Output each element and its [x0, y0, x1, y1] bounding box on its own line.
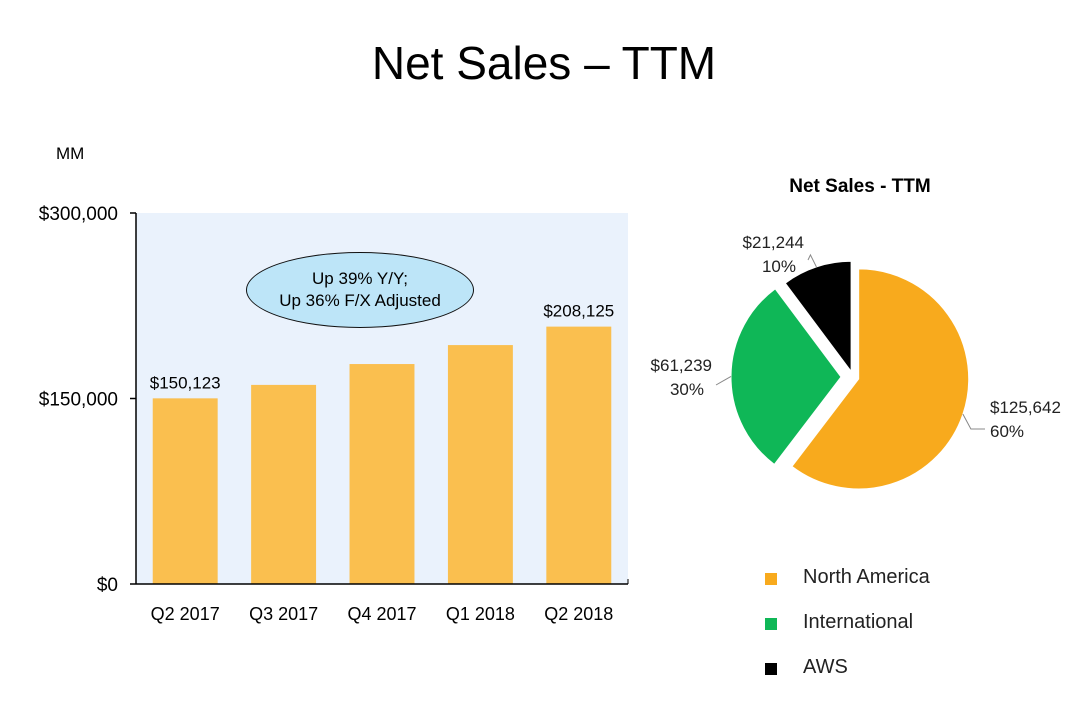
bar-q4-2017	[349, 364, 415, 584]
x-tick-label: Q2 2018	[544, 604, 613, 624]
pie-percent-label-international: 30%	[670, 380, 704, 399]
pie-percent-label-north-america: 60%	[990, 422, 1024, 441]
pie-chart-title: Net Sales - TTM	[789, 176, 931, 197]
callout-line-1: Up 39% Y/Y;	[312, 269, 408, 288]
legend-swatch-north-america	[765, 573, 777, 585]
legend-label-aws: AWS	[803, 656, 848, 678]
bar-q2-2018	[546, 326, 612, 584]
page-title: Net Sales – TTM	[371, 37, 717, 89]
bar-data-label: $150,123	[150, 373, 221, 392]
pie-leader-line-international	[715, 375, 732, 386]
y-tick-label: $0	[97, 575, 118, 596]
bar-q2-2017	[152, 398, 218, 584]
legend-swatch-aws	[765, 663, 777, 675]
pie-value-label-international: $61,239	[651, 356, 712, 375]
legend-label-north-america: North America	[803, 566, 930, 588]
y-axis-unit-label: MM	[56, 144, 85, 163]
pie-leader-line-north-america	[962, 413, 985, 430]
bar-q3-2017	[251, 384, 317, 584]
growth-callout: Up 39% Y/Y; Up 36% F/X Adjusted	[246, 252, 474, 328]
legend-swatch-international	[765, 618, 777, 630]
x-tick-label: Q2 2017	[151, 604, 220, 624]
x-tick-label: Q4 2017	[347, 604, 416, 624]
bar-q1-2018	[447, 345, 513, 584]
pie-percent-label-aws: 10%	[762, 257, 796, 276]
pie-value-label-north-america: $125,642	[990, 398, 1061, 417]
y-tick-label: $150,000	[39, 390, 118, 411]
bar-data-label: $208,125	[543, 302, 614, 321]
pie-value-label-aws: $21,244	[743, 233, 804, 252]
callout-line-2: Up 36% F/X Adjusted	[279, 291, 441, 310]
pie-slice-international	[730, 288, 842, 466]
legend-label-international: International	[803, 611, 914, 633]
pie-slice-aws	[784, 260, 852, 373]
pie-leader-line-aws	[807, 253, 817, 268]
x-tick-label: Q1 2018	[446, 604, 515, 624]
y-tick-label: $300,000	[39, 204, 118, 225]
x-tick-label: Q3 2017	[249, 604, 318, 624]
